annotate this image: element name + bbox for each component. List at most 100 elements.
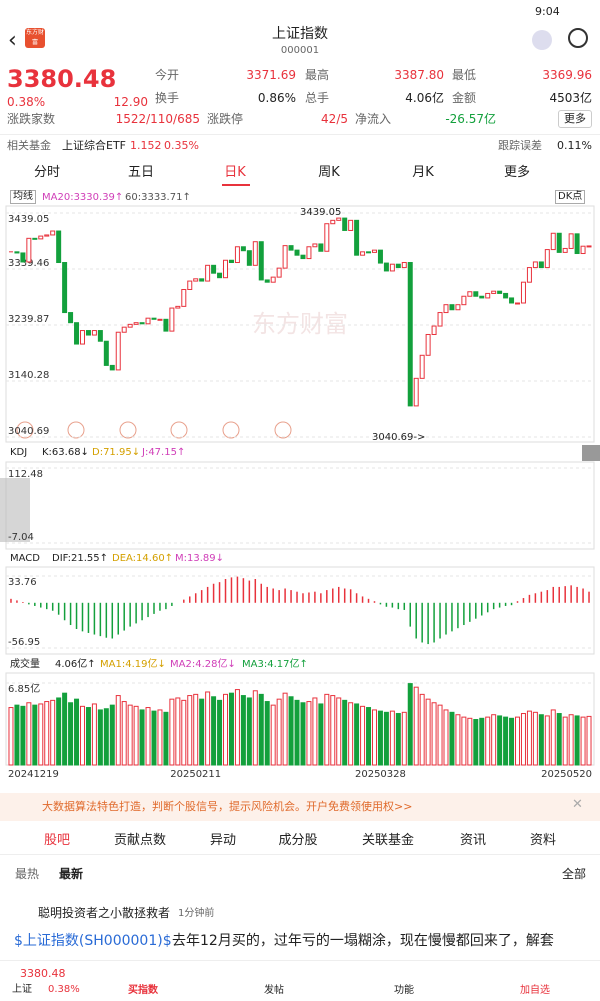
- candle: [258, 241, 264, 281]
- volume-bar: [497, 715, 503, 766]
- candle: [568, 233, 574, 249]
- post-tag[interactable]: $上证指数(SH000001)$: [14, 933, 172, 949]
- candle: [431, 325, 437, 335]
- post-user[interactable]: 聪明投资者之小散拯救者: [38, 906, 171, 920]
- price-frame: [5, 205, 595, 443]
- field-value: 42/5: [321, 112, 348, 126]
- high-note: 3439.05: [300, 207, 342, 218]
- candle: [157, 318, 163, 321]
- fund-price: 1.152: [130, 139, 162, 152]
- volume-bar: [199, 698, 205, 766]
- status-time: 9:04: [535, 5, 560, 18]
- x-tick-label: 20250328: [355, 769, 406, 780]
- content-tab[interactable]: 关联基金: [361, 833, 414, 848]
- nav-fav[interactable]: 加自选: [520, 985, 550, 996]
- field-label: 金额: [452, 91, 477, 105]
- content-tab[interactable]: 贡献点数: [113, 833, 166, 848]
- volume-bar: [145, 707, 151, 766]
- search[interactable]: [568, 28, 588, 48]
- post-time: 1分钟前: [178, 908, 215, 919]
- candle: [103, 340, 109, 366]
- period-tab[interactable]: 更多: [503, 165, 530, 180]
- x-tick-label: 20241219: [8, 769, 59, 780]
- y-tick-label: 3140.28: [8, 370, 49, 381]
- more-button[interactable]: 更多: [558, 110, 592, 128]
- buy-index[interactable]: 买指数: [128, 985, 158, 996]
- candle: [109, 364, 115, 371]
- volume-bar: [377, 710, 383, 766]
- avatar[interactable]: [532, 30, 552, 50]
- volume-bar: [324, 693, 330, 766]
- y-tick-label: 3239.87: [8, 314, 49, 325]
- volume-bar: [556, 713, 562, 766]
- volume-bar: [258, 693, 264, 766]
- candle: [97, 330, 103, 342]
- nav-post[interactable]: 发帖: [264, 985, 284, 996]
- candle: [217, 272, 223, 279]
- filter-hot[interactable]: 最热: [15, 867, 40, 881]
- macd-dif: DIF:21.55↑: [52, 553, 109, 564]
- track-value: 0.11%: [557, 139, 592, 152]
- banner[interactable]: [0, 793, 600, 821]
- period-tab[interactable]: 月K: [412, 165, 434, 180]
- zoom-buttons[interactable]: [16, 421, 292, 439]
- candle: [115, 331, 121, 371]
- volume-bar: [515, 716, 521, 766]
- candle: [532, 261, 538, 269]
- banner-close[interactable]: ✕: [572, 797, 583, 812]
- vol-cur: 4.06亿↑: [55, 659, 96, 670]
- period-tab[interactable]: 分时: [33, 165, 60, 180]
- kdj-d: D:71.95↓: [92, 447, 141, 458]
- candle: [139, 322, 145, 325]
- candle: [85, 330, 91, 336]
- filter-all[interactable]: 全部: [562, 867, 587, 881]
- volume-bar: [580, 716, 586, 766]
- banner-text[interactable]: 大数据算法特色打造，判断个股信号，提示风险机会。开户免费领使用权>>: [42, 800, 413, 813]
- volume-bar: [407, 683, 413, 766]
- side-handle[interactable]: [0, 478, 30, 542]
- candle: [479, 295, 485, 299]
- back[interactable]: ‹: [8, 28, 17, 53]
- candle: [485, 292, 491, 299]
- content-tab[interactable]: 资料: [529, 833, 556, 848]
- content-tab[interactable]: 股吧: [43, 833, 70, 848]
- volume-bar: [395, 713, 401, 766]
- volume-bar: [538, 714, 544, 766]
- candle: [151, 317, 157, 320]
- tab-underline: [222, 184, 250, 186]
- bottom-price: 3380.48: [20, 967, 66, 980]
- volume-bar: [467, 717, 473, 766]
- content-tab[interactable]: 资讯: [459, 833, 486, 848]
- dk-button[interactable]: DK点: [555, 190, 586, 204]
- candle: [264, 279, 270, 283]
- filter-new[interactable]: 最新: [59, 867, 84, 881]
- volume-bar: [26, 702, 32, 766]
- candle: [324, 223, 330, 252]
- period-tab[interactable]: 日K: [224, 165, 246, 180]
- vol-ma3: MA3:4.17亿↑: [242, 659, 308, 670]
- candle: [366, 251, 372, 254]
- volume-bar: [425, 698, 431, 766]
- candle: [520, 281, 526, 304]
- pct: 0.38%: [7, 95, 46, 109]
- candle: [318, 243, 324, 252]
- period-tab[interactable]: 周K: [318, 165, 340, 180]
- side-arrow[interactable]: [582, 445, 600, 461]
- ma-label[interactable]: 均线: [10, 190, 36, 204]
- kdj-name: KDJ: [10, 447, 28, 458]
- volume-bar: [383, 711, 389, 766]
- volume-bar: [175, 697, 181, 766]
- volume-bar: [419, 693, 425, 766]
- volume-bar: [62, 692, 68, 766]
- content-tab[interactable]: 成分股: [278, 833, 318, 848]
- change: 12.90: [113, 95, 148, 109]
- volume-bar: [312, 697, 318, 766]
- logo: 东方财富: [25, 28, 45, 48]
- nav-func[interactable]: 功能: [394, 985, 414, 996]
- period-tab[interactable]: 五日: [127, 165, 154, 180]
- volume-bar: [491, 714, 497, 766]
- content-tab[interactable]: 异动: [209, 833, 236, 848]
- volume-bar: [38, 703, 44, 766]
- candle: [538, 261, 544, 269]
